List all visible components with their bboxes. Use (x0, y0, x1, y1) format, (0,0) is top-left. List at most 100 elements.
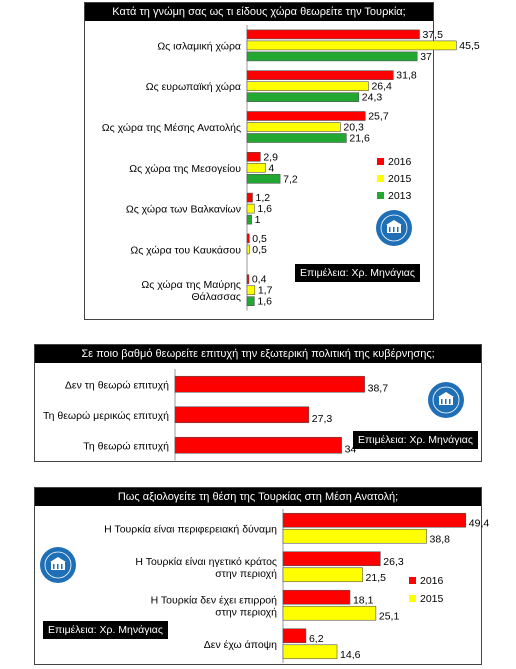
bar-2016 (282, 551, 381, 567)
credit-label: Επιμέλεια: Χρ. Μηνάγιας (295, 264, 420, 282)
bar-2015 (246, 285, 256, 296)
chart-title: Κατά τη γνώμη σας ως τι είδους χώρα θεωρ… (85, 3, 433, 21)
legend-label: 2016 (388, 156, 412, 168)
data-label: 1,6 (257, 296, 272, 308)
category-label: Τη θεωρώ επιτυχή (83, 440, 169, 452)
university-logo (427, 381, 465, 424)
legend-swatch-2015 (377, 175, 384, 182)
data-label: 0,5 (252, 233, 267, 245)
bar-2015 (282, 567, 363, 583)
bar-2013 (246, 296, 255, 307)
data-label: 1 (255, 214, 261, 226)
category-label-line: Ως χώρα του Καυκάσου (130, 244, 241, 256)
data-label: 24,3 (362, 92, 383, 104)
chart-panel-1: Κατά τη γνώμη σας ως τι είδους χώρα θεωρ… (84, 2, 480, 320)
data-label: 0,5 (252, 244, 267, 256)
category-label-line: Θάλασσας (192, 291, 242, 303)
category-label: Ως χώρα των Βαλκανίων (126, 204, 241, 216)
category-label: Δεν έχω άποψη (204, 639, 277, 651)
data-label: 20,3 (343, 122, 364, 134)
category-label-line: στην περιοχή (215, 606, 277, 618)
category-label: Ως χώρα της Μεσογείου (129, 163, 241, 175)
data-label: 31,8 (396, 70, 417, 82)
bar-2013 (246, 214, 252, 225)
data-label: 1,2 (256, 192, 271, 204)
legend-label: 2015 (388, 173, 412, 185)
chart-1-plot: Ως ισλαμική χώρα 37,5 45,5 37 Ως ευρωπαϊκή χ… (102, 25, 480, 311)
data-label: 0,4 (252, 274, 267, 286)
data-label: 25,1 (379, 610, 400, 622)
university-logo (39, 546, 77, 589)
category-label: Ως χώρα του Καυκάσου (130, 244, 241, 256)
category-label-line: Τη θεωρώ επιτυχή (83, 440, 169, 452)
category-label-line: Ως χώρα της Μέσης Ανατολής (102, 122, 241, 134)
credit-label: Επιμέλεια: Χρ. Μηνάγιας (353, 431, 478, 449)
bar-2016 (246, 274, 250, 285)
bar-2015 (246, 81, 369, 91)
bar-2015 (282, 605, 377, 621)
bar-2016 (246, 70, 394, 80)
bar-2016 (246, 152, 261, 162)
category-label-line: Δεν έχω άποψη (204, 639, 277, 651)
data-label: 21,5 (366, 572, 387, 584)
data-label: 18,1 (353, 594, 374, 606)
data-label: 25,7 (368, 111, 389, 123)
chart-panel-3: Πως αξιολογείτε τη θέση της Τουρκίας στη… (34, 487, 489, 665)
category-label-line: Δεν τη θεωρώ επιτυχή (65, 379, 169, 391)
legend-label: 2015 (420, 593, 444, 605)
category-label-line: Ως ισλαμική χώρα (157, 40, 241, 52)
category-label: Ως ευρωπαϊκή χώρα (146, 81, 241, 93)
bar-2016 (282, 589, 351, 605)
legend-swatch-2015 (409, 595, 416, 602)
category-label-line: Η Τουρκία είναι περιφερειακή δύναμη (104, 523, 277, 535)
category-label: Ως χώρα της Μαύρης Θάλασσας (141, 279, 241, 303)
category-label: Η Τουρκία δεν έχει επιρροή στην περιοχή (151, 594, 278, 618)
category-label-line: Η Τουρκία δεν έχει επιρροή (151, 594, 278, 606)
data-label: 21,6 (349, 133, 370, 145)
chart-panel-2: Σε ποιο βαθμό θεωρείτε επιτυχή την εξωτε… (34, 344, 482, 462)
data-label: 14,6 (340, 649, 361, 661)
data-label: 2,9 (263, 151, 278, 163)
bar-2015 (282, 528, 427, 544)
data-label: 7,2 (283, 173, 298, 185)
bar-2013 (246, 174, 281, 184)
legend-swatch-2016 (377, 158, 384, 165)
bar-2013 (246, 51, 418, 62)
data-label: 37 (420, 51, 432, 63)
category-label: Ως ισλαμική χώρα (157, 40, 241, 52)
data-label: 26,4 (371, 81, 392, 93)
university-seal-icon (428, 382, 464, 418)
data-label: 4 (268, 162, 274, 174)
data-label: 38,8 (430, 533, 451, 545)
category-label-line: Ως χώρα της Μεσογείου (129, 163, 241, 175)
data-label: 6,2 (309, 633, 324, 645)
data-label: 26,3 (383, 556, 404, 568)
bar-2015 (246, 203, 255, 214)
category-label: Δεν τη θεωρώ επιτυχή (65, 379, 169, 391)
category-label: Η Τουρκία είναι ηγετικό κράτος στην περιο… (135, 556, 277, 580)
category-label-line: Ως ευρωπαϊκή χώρα (146, 81, 241, 93)
category-label-line: Ως χώρα της Μαύρης (141, 279, 241, 291)
bar-2016 (246, 192, 253, 203)
chart-2-plot: Δεν τη θεωρώ επιτυχή 38,7 Τη θεωρώ μερικώς… (43, 369, 388, 461)
bar-2015 (246, 244, 250, 255)
university-logo (375, 209, 413, 252)
bar-2015 (246, 122, 341, 132)
category-label-line: Η Τουρκία είναι ηγετικό κράτος (135, 556, 277, 568)
data-label: 1,7 (258, 285, 273, 297)
bar-value (174, 375, 365, 393)
chart-title: Σε ποιο βαθμό θεωρείτε επιτυχή την εξωτε… (35, 345, 481, 363)
university-seal-icon (40, 547, 76, 583)
category-label: Ως χώρα της Μέσης Ανατολής (102, 122, 241, 134)
category-label-line: στην περιοχή (215, 568, 277, 580)
university-seal-icon (376, 210, 412, 246)
bar-2015 (246, 40, 457, 51)
bar-2015 (282, 644, 338, 660)
category-label-line: Τη θεωρώ μερικώς επιτυχή (43, 410, 169, 422)
bar-value (174, 406, 310, 424)
bar-2015 (246, 163, 266, 173)
data-label: 49,4 (469, 517, 490, 529)
data-label: 34 (345, 443, 357, 455)
category-label: Τη θεωρώ μερικώς επιτυχή (43, 410, 169, 422)
chart-title: Πως αξιολογείτε τη θέση της Τουρκίας στη… (35, 488, 481, 506)
